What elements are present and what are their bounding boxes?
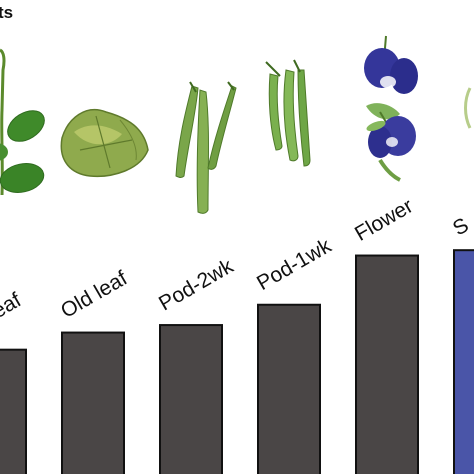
panel-title-fragment: ts xyxy=(0,3,13,22)
young-leaf-icon xyxy=(0,48,45,196)
bar-pod-2wk xyxy=(159,324,223,474)
bar-seed xyxy=(453,249,474,474)
bar-old-leaf xyxy=(61,331,125,474)
old-leaf-icon xyxy=(60,109,149,178)
pod-1wk-icon xyxy=(265,59,311,167)
x-tick-label-flower: Flower xyxy=(351,194,417,245)
organ-illustrations xyxy=(0,35,472,214)
bar-pod-1wk xyxy=(257,303,321,474)
bar-flower xyxy=(355,254,419,474)
x-tick-label-seed: S xyxy=(449,214,473,241)
flower-icon xyxy=(364,35,418,182)
seed-icon xyxy=(464,87,472,129)
bar-series xyxy=(0,249,474,474)
x-tick-label-pod-2wk: Pod-2wk xyxy=(155,254,238,315)
x-tick-label-young-leaf: ng leaf xyxy=(0,288,25,340)
pod-2wk-icon xyxy=(175,81,237,214)
x-tick-label-pod-1wk: Pod-1wk xyxy=(253,234,336,295)
x-tick-label-old-leaf: Old leaf xyxy=(57,267,131,323)
bar-young-leaf xyxy=(0,348,27,474)
